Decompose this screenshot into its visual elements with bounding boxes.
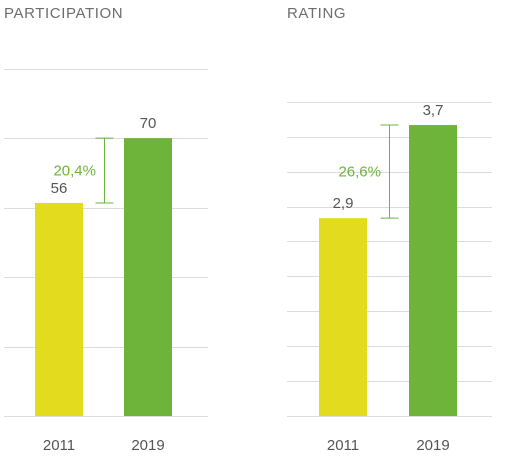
data-label: 56 [51, 180, 68, 197]
x-tick-label: 2019 [416, 437, 449, 454]
data-label: 3,7 [423, 102, 444, 119]
bar-2011 [35, 202, 83, 416]
chart-title: RATING [287, 5, 346, 22]
difference-label: 20,4% [53, 163, 96, 180]
bar-2019 [409, 125, 457, 416]
x-tick-label: 2011 [327, 437, 359, 454]
data-label: 70 [140, 115, 157, 132]
x-tick-label: 2019 [131, 437, 164, 454]
chart-title: PARTICIPATION [4, 5, 123, 22]
x-tick-label: 2011 [43, 437, 75, 454]
bar-2019 [124, 138, 172, 416]
difference-label: 26,6% [338, 164, 381, 181]
bar-2011 [319, 218, 367, 416]
data-label: 2,9 [333, 195, 354, 212]
